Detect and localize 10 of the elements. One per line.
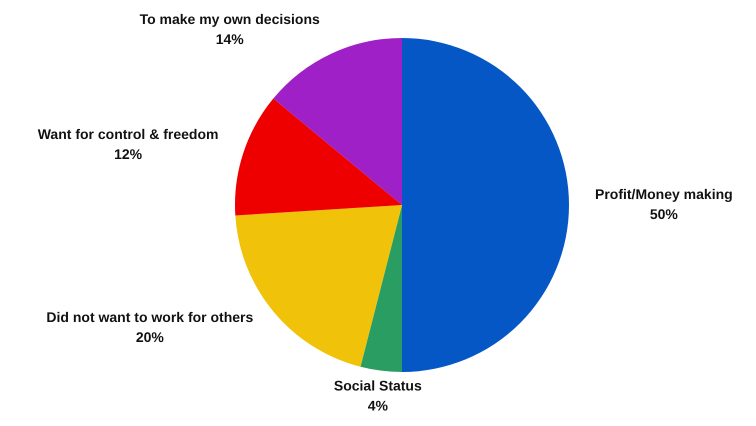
slice-label: Did not want to work for others (46, 308, 254, 325)
slice-label: Profit/Money making (595, 186, 733, 202)
slice-label: Social Status (334, 377, 422, 394)
slice-label: To make my own decisions (140, 11, 320, 28)
data-label: 12% (114, 146, 143, 162)
data-label: 14% (216, 31, 244, 48)
slice-label: Want for control & freedom (38, 126, 218, 142)
data-label: 50% (650, 206, 678, 222)
data-label: 4% (368, 397, 388, 414)
data-label: 20% (136, 328, 164, 345)
